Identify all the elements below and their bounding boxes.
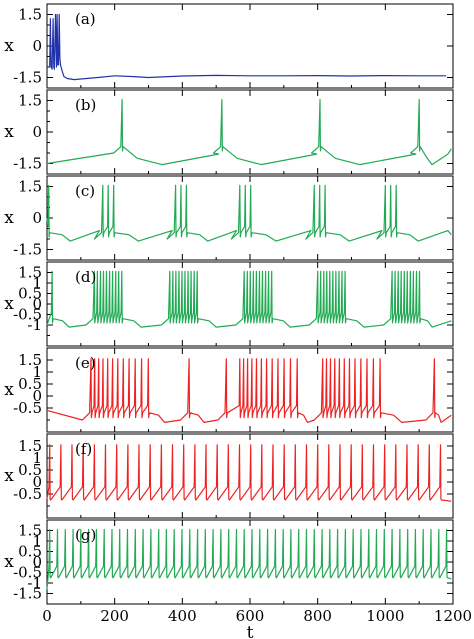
y-tick-label: -0.5 [13,564,42,582]
series-line [47,13,447,81]
panel-tag: (b) [75,96,96,114]
y-tick-label: 1.5 [18,6,42,24]
series-line [46,528,452,590]
panel-tag: (f) [75,440,92,458]
y-tick-label: -0.5 [13,306,42,324]
y-tick-label: 0 [32,37,42,55]
y-tick-label: -0.5 [13,399,42,417]
x-axis-label: t [247,623,254,639]
y-tick-label: 1 [32,274,42,292]
panel-d: 1.510.50-0.5-1 x (d) [4,261,454,347]
y-tick-label: 0.5 [18,461,42,479]
x-tick-label: 1200 [434,607,472,625]
panel-c: 1.5 0 -1.5 x (c) [4,175,454,261]
y-axis-label: x [4,208,14,228]
x-tick-label: 0 [42,607,52,625]
y-tick-label: 0 [32,295,42,313]
panel-tag: (g) [75,526,96,544]
y-tick-label: 1 [32,449,42,467]
panel-tag: (e) [75,354,96,372]
y-tick-label: -1.5 [13,241,42,259]
y-axis-label: x [4,36,14,56]
series-line [46,270,452,328]
x-tick-label: 400 [168,607,197,625]
panel-tag: (c) [75,182,95,200]
y-tick-label: -1 [27,574,42,592]
y-tick-label: 0.5 [18,375,42,393]
y-tick-label: -1.5 [13,69,42,87]
y-axis-label: x [4,380,14,400]
y-tick-label: 1 [32,363,42,381]
x-tick-label: 600 [236,607,265,625]
panel-tag: (d) [75,268,96,286]
y-tick-label: 0 [32,553,42,571]
series-line [46,358,452,423]
panel-tag: (a) [75,10,96,28]
y-tick-label: 0 [32,387,42,405]
x-tick-label: 1000 [366,607,404,625]
y-tick-label: -1 [27,316,42,334]
y-axis-label: x [4,552,14,572]
y-tick-label: 1.5 [18,351,42,369]
y-tick-label: 1.5 [18,264,42,282]
y-tick-label: -0.5 [13,485,42,503]
y-tick-label: 0 [32,123,42,141]
series-line [46,444,452,502]
series-line [46,98,452,166]
panel-g: 1.510.50-0.5-1-1.5x(g)0 200 400 600 800 1000 1… [4,519,472,639]
y-axis-label: x [4,466,14,486]
panel-e: 1.510.50-0.5x (e) [4,347,454,433]
y-tick-label: 1.5 [18,92,42,110]
y-tick-label: -1.5 [13,155,42,173]
y-axis-label: x [4,294,14,314]
x-tick-label: 200 [100,607,129,625]
series-line [46,184,452,242]
y-tick-label: 1.5 [18,522,42,540]
panel-f: 1.510.50-0.5x (f) [4,433,454,519]
y-tick-label: 0 [32,209,42,227]
y-tick-label: 0 [32,473,42,491]
panel-b: 1.5 0 -1.5 x (b) [4,89,454,175]
y-tick-label: 0.5 [18,543,42,561]
y-axis-label: x [4,122,14,142]
x-tick-label: 800 [303,607,332,625]
y-tick-label: -1.5 [13,585,42,603]
panel-a: 1.5 0 -1.5 x (a) [4,3,454,89]
y-tick-label: 1.5 [18,437,42,455]
y-tick-label: 0.5 [18,285,42,303]
y-tick-label: 1.5 [18,178,42,196]
y-tick-label: 1 [32,532,42,550]
